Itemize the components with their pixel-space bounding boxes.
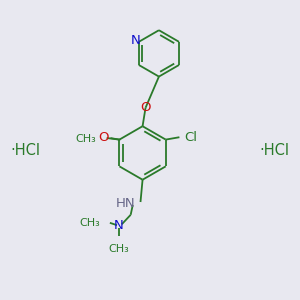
- Text: Cl: Cl: [184, 131, 197, 144]
- Text: CH₃: CH₃: [76, 134, 96, 144]
- Text: O: O: [98, 131, 108, 144]
- Text: N: N: [131, 34, 141, 47]
- Text: ·HCl: ·HCl: [260, 143, 290, 158]
- Text: CH₃: CH₃: [108, 244, 129, 254]
- Text: O: O: [140, 101, 151, 114]
- Text: HN: HN: [116, 197, 135, 210]
- Text: CH₃: CH₃: [79, 218, 100, 228]
- Text: ·HCl: ·HCl: [10, 143, 40, 158]
- Text: N: N: [114, 219, 124, 232]
